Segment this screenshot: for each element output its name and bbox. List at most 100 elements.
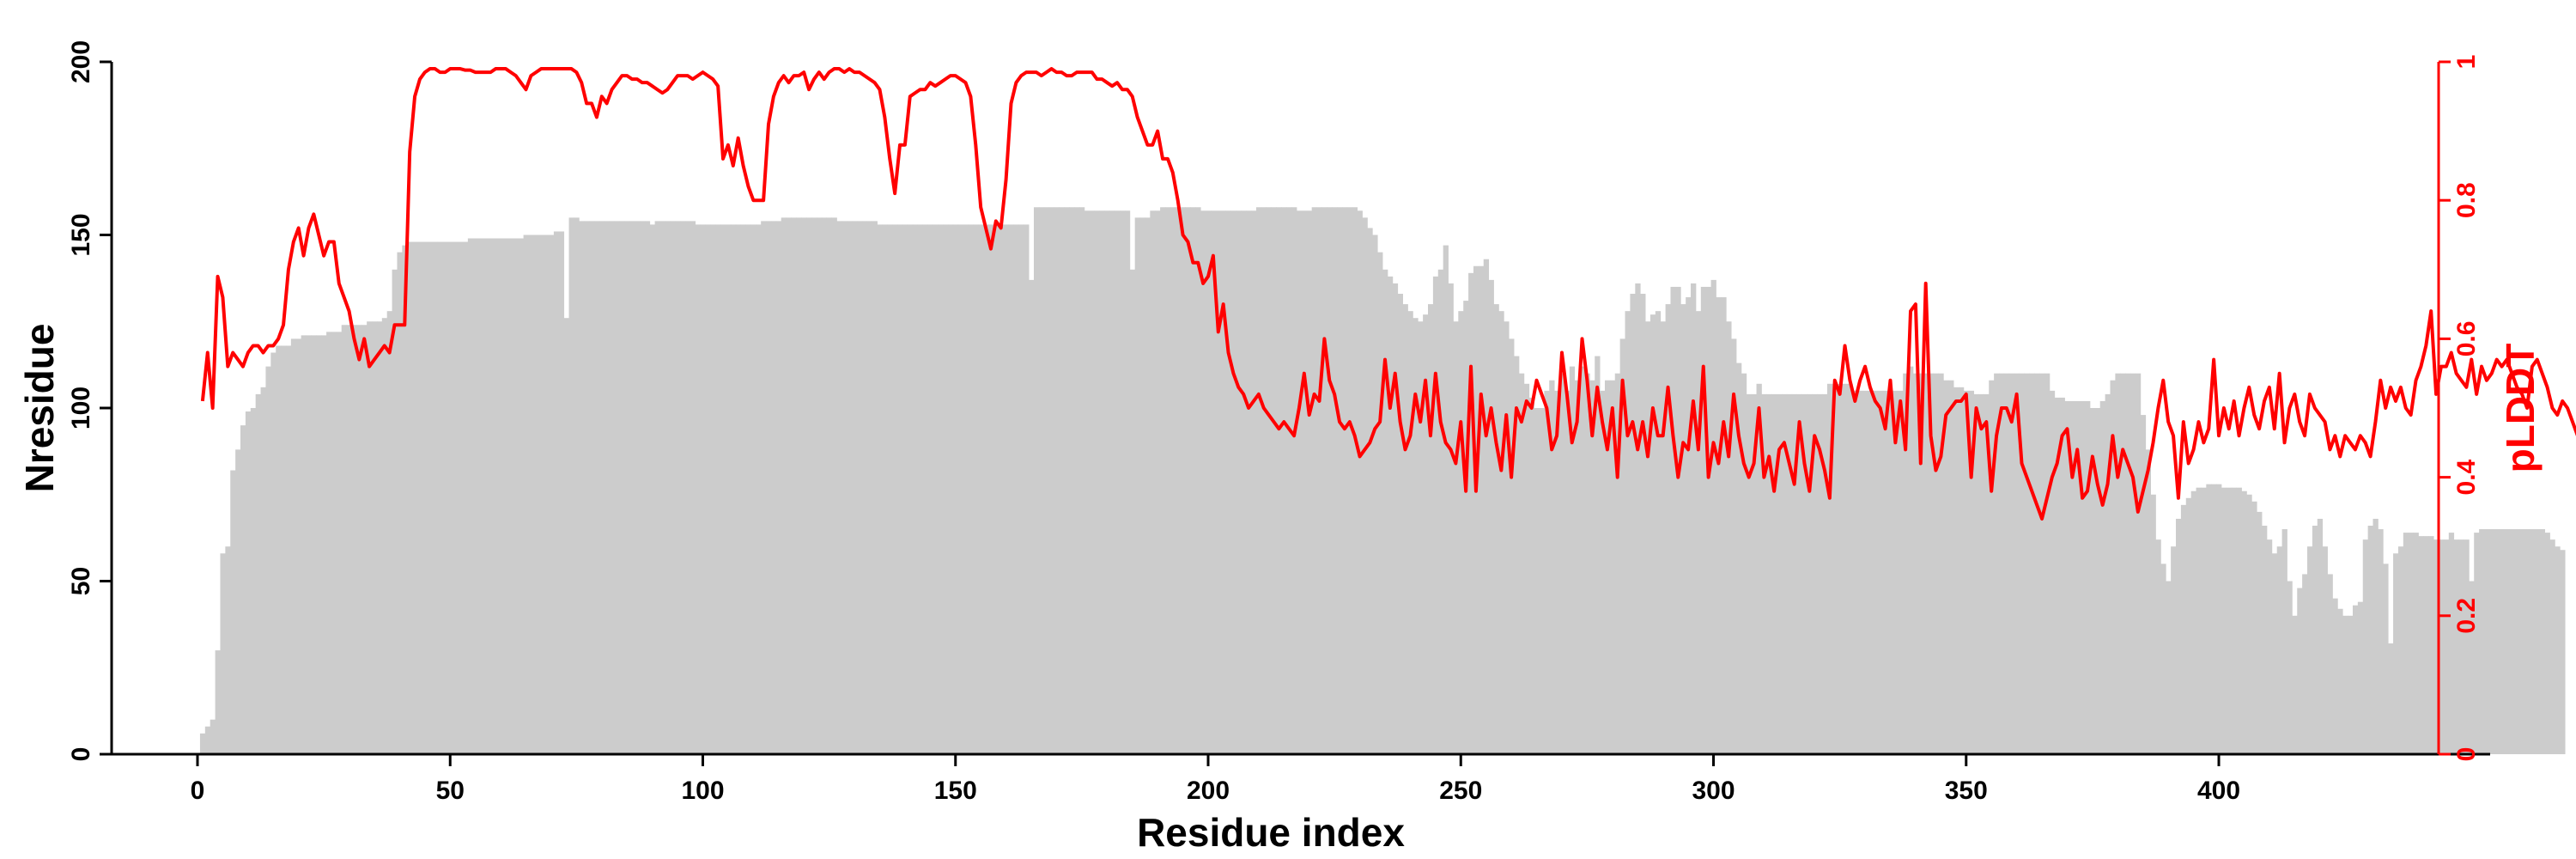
bar: [2297, 588, 2303, 754]
bar: [1887, 390, 1893, 754]
bar: [2176, 518, 2182, 754]
bar: [1539, 408, 1545, 754]
bar: [1357, 210, 1363, 755]
bar: [2499, 529, 2505, 754]
bar: [2130, 373, 2136, 754]
bar: [1064, 207, 1070, 754]
bar: [507, 238, 514, 754]
bar: [1807, 393, 1813, 754]
bar: [1402, 304, 1408, 755]
bar: [1963, 390, 1970, 754]
bar: [659, 221, 665, 754]
bar: [2125, 373, 2131, 754]
bar: [1230, 210, 1236, 755]
bar: [518, 238, 524, 754]
x-tick-label: 200: [1187, 777, 1230, 805]
bar: [1984, 393, 1990, 754]
bar: [1397, 294, 1403, 754]
bar: [670, 221, 676, 754]
bar: [1645, 321, 1651, 754]
bar: [887, 224, 893, 754]
bar: [462, 241, 469, 754]
bar: [523, 235, 529, 754]
bar: [467, 238, 474, 754]
bar: [1801, 393, 1807, 754]
bar: [978, 224, 984, 754]
bar: [210, 719, 216, 754]
bar: [1190, 207, 1196, 754]
bar: [1251, 210, 1257, 755]
bar: [1509, 338, 1515, 754]
bar: [1115, 210, 1121, 755]
bar: [1847, 383, 1853, 754]
bar: [1609, 380, 1616, 754]
bar: [2479, 529, 2485, 754]
bar: [442, 241, 448, 754]
bar: [2231, 487, 2238, 754]
bar: [2534, 529, 2541, 754]
bar: [1418, 321, 1424, 754]
bar: [1665, 304, 1671, 755]
bar: [821, 217, 828, 755]
bar: [301, 335, 307, 754]
bar: [437, 241, 443, 754]
bar: [1766, 393, 1772, 754]
bar: [2337, 608, 2343, 754]
bar: [2514, 529, 2520, 754]
bar: [725, 224, 732, 754]
bar: [2393, 553, 2399, 754]
bar: [1781, 393, 1788, 754]
bar: [695, 224, 701, 754]
x-tick-label: 400: [2197, 777, 2240, 805]
bar: [1281, 207, 1287, 754]
bar: [549, 235, 555, 754]
bar: [2348, 615, 2354, 754]
bar: [1777, 393, 1783, 754]
bar: [1448, 283, 1454, 754]
bar: [1761, 393, 1767, 754]
bar: [1306, 210, 1313, 755]
bar: [250, 408, 257, 754]
bar: [2089, 408, 2096, 754]
bar: [1392, 283, 1399, 754]
bar: [1478, 265, 1485, 754]
bar: [1145, 217, 1151, 755]
bar: [1493, 304, 1499, 755]
bar: [1164, 207, 1171, 754]
bar: [1912, 373, 1919, 754]
bar: [579, 221, 585, 754]
bar: [2524, 529, 2530, 754]
bar: [1437, 269, 1444, 754]
bar: [1958, 387, 1965, 754]
bar: [1564, 390, 1571, 754]
bar: [2024, 373, 2030, 754]
bar: [1670, 286, 1676, 754]
bar: [2327, 574, 2333, 754]
bar: [2549, 539, 2555, 754]
bar: [215, 650, 221, 754]
bar: [281, 345, 287, 754]
bar: [943, 224, 949, 754]
bar: [1928, 373, 1934, 754]
bar: [1549, 380, 1555, 754]
bar: [1195, 207, 1201, 754]
bar: [2397, 546, 2404, 754]
bar: [629, 221, 635, 754]
bar: [2509, 529, 2515, 754]
bar: [816, 217, 823, 755]
bar: [1595, 356, 1601, 754]
bar: [766, 221, 772, 754]
bar: [1908, 366, 1914, 754]
bar: [1129, 269, 1136, 754]
bar: [2069, 400, 2075, 754]
bar: [998, 224, 1005, 754]
bar: [220, 553, 226, 754]
bar: [1710, 279, 1716, 754]
bar: [477, 238, 483, 754]
bar: [2403, 533, 2409, 754]
bar: [2166, 581, 2172, 754]
bar: [2271, 553, 2278, 754]
bar: [2044, 373, 2050, 754]
x-tick-label: 350: [1945, 777, 1988, 805]
